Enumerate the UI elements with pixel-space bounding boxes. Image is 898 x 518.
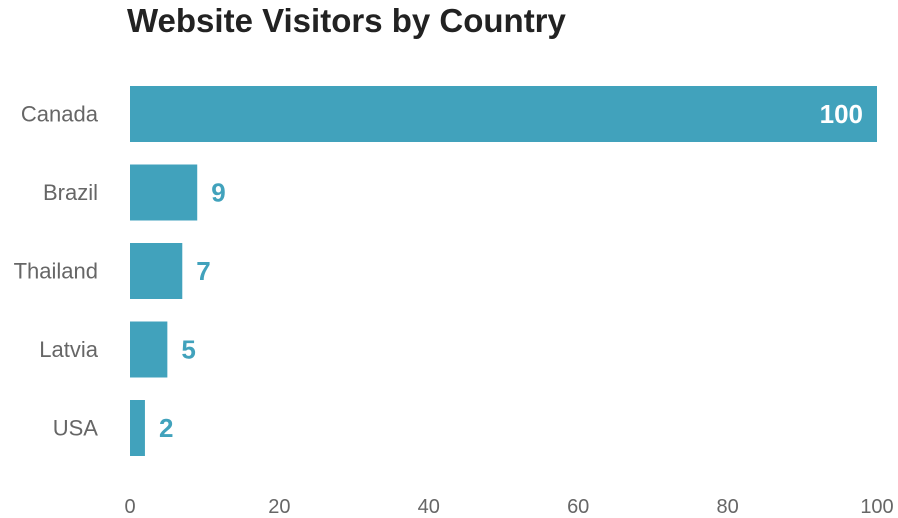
bar-brazil xyxy=(130,164,198,221)
x-tick-label: 40 xyxy=(418,496,440,518)
bar-canada xyxy=(130,86,877,142)
x-tick-label: 100 xyxy=(860,496,893,518)
x-tick-label: 60 xyxy=(567,496,589,518)
data-label: 7 xyxy=(196,256,210,286)
x-axis-ticks-group: 0 20 40 60 80 100 xyxy=(124,496,893,518)
category-label: Latvia xyxy=(39,337,98,362)
bar-thailand xyxy=(130,243,183,299)
category-label: USA xyxy=(53,416,99,441)
x-tick-label: 0 xyxy=(124,496,135,518)
data-label: 2 xyxy=(159,413,173,443)
data-label: 100 xyxy=(820,99,863,129)
data-label: 5 xyxy=(181,335,195,365)
chart-title: Website Visitors by Country xyxy=(127,2,566,39)
category-label: Brazil xyxy=(43,180,98,205)
category-label: Thailand xyxy=(14,259,98,284)
bar-latvia xyxy=(130,321,168,378)
x-tick-label: 80 xyxy=(716,496,738,518)
data-label: 9 xyxy=(211,178,225,208)
category-labels-group: Canada Brazil Thailand Latvia USA xyxy=(14,102,99,441)
bar-usa xyxy=(130,400,145,456)
category-label: Canada xyxy=(21,102,99,127)
x-tick-label: 20 xyxy=(268,496,290,518)
bars-group xyxy=(130,86,877,456)
data-labels-group: 100 9 7 5 2 xyxy=(159,99,863,443)
